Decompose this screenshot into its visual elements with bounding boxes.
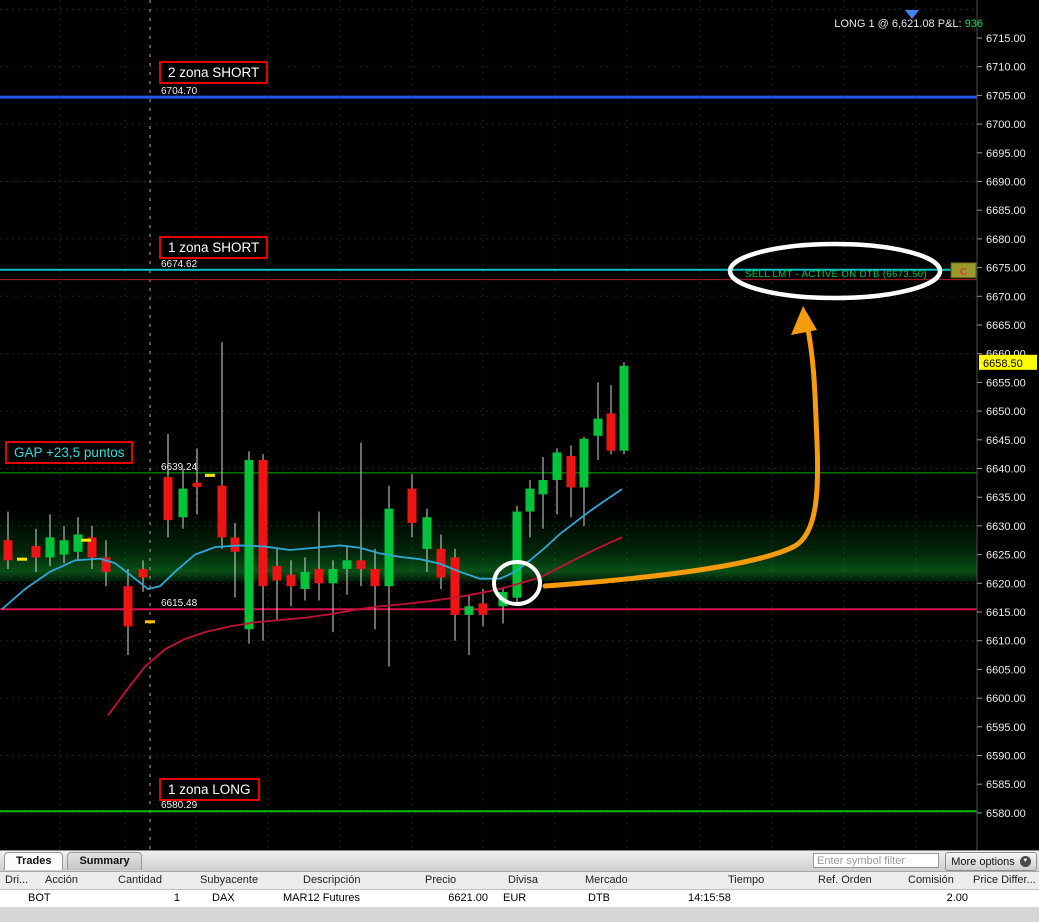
level-label: 6580.29 (161, 800, 198, 811)
trade-markers (17, 473, 215, 624)
axis-tick-label: 6655.00 (986, 377, 1026, 389)
column-header-acci-n[interactable]: Acción (45, 874, 79, 886)
svg-text:6658.50: 6658.50 (983, 358, 1023, 370)
axis-tick-label: 6585.00 (986, 779, 1026, 791)
moving-average-slow (107, 536, 623, 716)
zone-label-1-long: 1 zona LONG (159, 778, 260, 801)
column-header-price-differ-[interactable]: Price Differ... (973, 874, 1036, 886)
axis-tick-label: 6640.00 (986, 464, 1026, 476)
order-line-text: SELL LMT - ACTIVE ON DTB (6673.50) (745, 269, 927, 280)
trade-row[interactable]: BOT 1 DAX MAR12 Futures 6621.00 EUR DTB 14:15:5… (0, 890, 1039, 907)
more-options-button[interactable]: More options ▼ (945, 852, 1037, 871)
axis-tick-label: 6690.00 (986, 177, 1026, 189)
arrow-head (791, 306, 817, 335)
column-header-ref-orden[interactable]: Ref. Orden (818, 874, 872, 886)
trade-cell-descripci-n: MAR12 Futures (283, 892, 361, 904)
tab-trades[interactable]: Trades (4, 852, 64, 870)
trade-cell-acci-n: BOT (28, 892, 51, 904)
position-status-text: LONG 1 @ 6,621.08 P&L: (834, 18, 965, 30)
column-header-dri-[interactable]: Dri... (5, 874, 29, 886)
position-status: LONG 1 @ 6,621.08 P&L: 936 (834, 18, 983, 30)
chevron-down-icon: ▼ (1019, 856, 1031, 867)
axis-tick-label: 6630.00 (986, 521, 1026, 533)
level-label: 6704.70 (161, 86, 198, 97)
trade-cell-cantidad: 1 (173, 892, 180, 904)
gap-label: GAP +23,5 puntos (5, 441, 134, 464)
candles (3, 342, 629, 667)
axis-tick-label: 6695.00 (986, 148, 1026, 160)
pnl-value: 936 (964, 18, 983, 30)
circle-annotation (492, 560, 542, 606)
price-axis[interactable]: 6715.00 6710.00 6705.00 6700.00 6695.00 6690.… (976, 0, 1039, 850)
zone-label-1-short: 1 zona SHORT (159, 236, 269, 259)
axis-tick-label: 6600.00 (986, 693, 1026, 705)
hand-drawings (492, 241, 943, 606)
axis-tick-label: 6700.00 (986, 119, 1026, 131)
last-price-tag: 6658.50 (979, 354, 1037, 370)
trade-cell-comisi-n: 2.00 (946, 892, 968, 904)
symbol-filter-input[interactable] (813, 853, 939, 868)
axis-tick-label: 6610.00 (986, 636, 1026, 648)
working-order: SELL LMT - ACTIVE ON DTB (6673.50) C (745, 262, 977, 280)
axis-tick-label: 6595.00 (986, 722, 1026, 734)
price-chart[interactable]: 6704.70 6674.62 6639.24 6615.48 6580.29 SELL … (0, 0, 1039, 871)
level-label: 6674.62 (161, 259, 198, 270)
price-levels: 6704.70 6674.62 6639.24 6615.48 6580.29 (0, 86, 977, 813)
trade-cell-mercado: DTB (588, 892, 610, 904)
zone-label-2-short: 2 zona SHORT (159, 61, 269, 84)
axis-tick-label: 6590.00 (986, 751, 1026, 763)
tab-summary[interactable]: Summary (67, 852, 142, 870)
column-header-divisa[interactable]: Divisa (508, 874, 538, 886)
ellipse-annotation (727, 241, 943, 301)
axis-tick-label: 6625.00 (986, 550, 1026, 562)
axis-tick-label: 6645.00 (986, 435, 1026, 447)
trades-table-header: Dri... Acción Cantidad Subyacente Descripció… (0, 872, 1039, 890)
axis-tick-label: 6650.00 (986, 406, 1026, 418)
axis-tick-label: 6685.00 (986, 205, 1026, 217)
cancel-order-button[interactable]: C (950, 262, 977, 279)
axis-tick-label: 6615.00 (986, 607, 1026, 619)
trade-cell-divisa: EUR (503, 892, 527, 904)
axis-tick-label: 6620.00 (986, 578, 1026, 590)
cancel-order-label: C (960, 267, 967, 278)
arrow-annotation (542, 321, 821, 589)
axis-tick-label: 6605.00 (986, 664, 1026, 676)
column-header-precio[interactable]: Precio (425, 874, 457, 886)
axis-tick-label: 6670.00 (986, 291, 1026, 303)
axis-tick-label: 6665.00 (986, 320, 1026, 332)
column-header-subyacente[interactable]: Subyacente (200, 874, 259, 886)
column-header-tiempo[interactable]: Tiempo (728, 874, 765, 886)
zone-band (0, 511, 977, 582)
trade-cell-tiempo: 14:15:58 (688, 892, 731, 904)
column-header-cantidad[interactable]: Cantidad (118, 874, 163, 886)
axis-tick-label: 6580.00 (986, 808, 1026, 820)
axis-tick-label: 6710.00 (986, 62, 1026, 74)
column-header-comisi-n[interactable]: Comisión (908, 874, 954, 886)
axis-tick-label: 6675.00 (986, 263, 1026, 275)
grid (0, 0, 977, 871)
axis-tick-label: 6680.00 (986, 234, 1026, 246)
column-header-mercado[interactable]: Mercado (585, 874, 628, 886)
trade-cell-precio: 6621.00 (448, 892, 488, 904)
axis-tick-label: 6705.00 (986, 90, 1026, 102)
moving-average-fast (1, 488, 623, 610)
trade-cell-subyacente: DAX (212, 892, 235, 904)
more-options-label: More options (951, 855, 1015, 868)
column-header-descripci-n[interactable]: Descripción (303, 874, 361, 886)
chart-top-marker-icon (905, 10, 919, 19)
level-label: 6615.48 (161, 598, 198, 609)
level-label: 6639.24 (161, 462, 198, 473)
price-chart-svg: 6704.70 6674.62 6639.24 6615.48 6580.29 SELL … (0, 0, 1039, 871)
axis-tick-label: 6715.00 (986, 33, 1026, 45)
axis-tick-label: 6635.00 (986, 492, 1026, 504)
